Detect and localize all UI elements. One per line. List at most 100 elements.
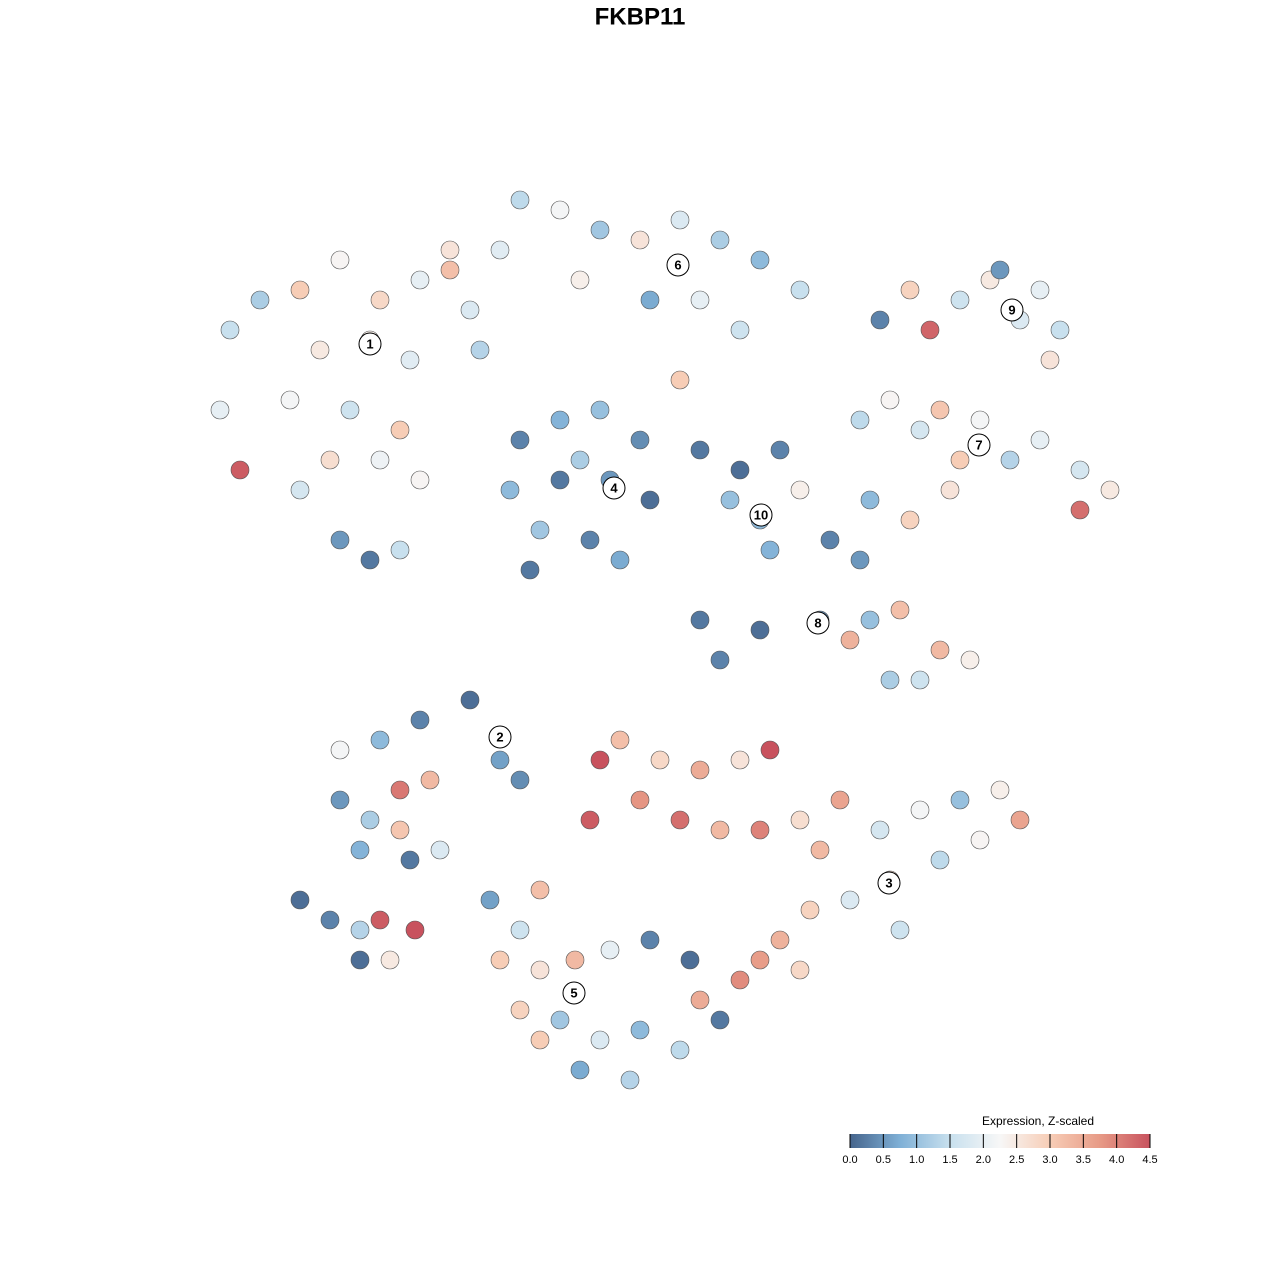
colorbar-tick-label: 2.0 (976, 1154, 991, 1166)
cluster-label-bg (666, 253, 690, 277)
point (960, 650, 980, 670)
point (530, 520, 550, 540)
point (710, 1010, 730, 1030)
point (690, 290, 710, 310)
point (460, 690, 480, 710)
cluster-labels: 1 2 3 4 5 6 7 8 9 10 (358, 253, 1024, 1005)
point (460, 300, 480, 320)
point (730, 750, 750, 770)
colorbar-tick-label: 4.5 (1142, 1154, 1157, 1166)
point (940, 480, 960, 500)
point (870, 820, 890, 840)
point (730, 320, 750, 340)
point (440, 240, 460, 260)
point (590, 1030, 610, 1050)
point (330, 790, 350, 810)
cluster-label: 6 (674, 257, 681, 272)
point (810, 840, 830, 860)
point (710, 650, 730, 670)
colorbar: Expression, Z-scaled 0.0 0.5 1.0 1.5 2.0 2.5 3… (842, 1114, 1157, 1166)
point (650, 750, 670, 770)
point (290, 480, 310, 500)
point (510, 770, 530, 790)
point (1070, 500, 1090, 520)
point (510, 920, 530, 940)
point (570, 450, 590, 470)
point (850, 410, 870, 430)
point (330, 250, 350, 270)
point (570, 270, 590, 290)
colorbar-gradient (850, 1134, 1150, 1148)
point (390, 420, 410, 440)
point (350, 950, 370, 970)
point (490, 240, 510, 260)
point (1040, 350, 1060, 370)
point (340, 400, 360, 420)
point (970, 410, 990, 430)
point (860, 490, 880, 510)
cluster-label: 10 (754, 507, 768, 522)
point (950, 290, 970, 310)
point (670, 370, 690, 390)
point (550, 1010, 570, 1030)
point (880, 390, 900, 410)
cluster-label-bg (806, 611, 830, 635)
point (510, 190, 530, 210)
points (210, 190, 1120, 1090)
cluster-label-bg (562, 981, 586, 1005)
point (550, 410, 570, 430)
point (670, 1040, 690, 1060)
point (220, 320, 240, 340)
colorbar-tick-label: 1.0 (909, 1154, 924, 1166)
point (640, 930, 660, 950)
point (430, 840, 450, 860)
point (1010, 810, 1030, 830)
point (600, 940, 620, 960)
point (880, 670, 900, 690)
point (610, 730, 630, 750)
point (510, 430, 530, 450)
point (380, 950, 400, 970)
point (530, 880, 550, 900)
point (1070, 460, 1090, 480)
point (1030, 280, 1050, 300)
point (950, 450, 970, 470)
point (230, 460, 250, 480)
point (730, 970, 750, 990)
colorbar-tick-label: 3.5 (1076, 1154, 1091, 1166)
cluster-label-bg (602, 476, 626, 500)
point (840, 630, 860, 650)
chart-title: FKBP11 (595, 3, 686, 30)
point (840, 890, 860, 910)
point (630, 790, 650, 810)
point (760, 540, 780, 560)
point (490, 950, 510, 970)
point (410, 470, 430, 490)
point (870, 310, 890, 330)
point (990, 780, 1010, 800)
point (770, 440, 790, 460)
point (790, 960, 810, 980)
point (590, 400, 610, 420)
point (800, 900, 820, 920)
point (930, 640, 950, 660)
colorbar-tick-label: 0.5 (876, 1154, 891, 1166)
point (405, 920, 425, 940)
cluster-label: 3 (885, 875, 892, 890)
point (670, 810, 690, 830)
point (890, 920, 910, 940)
point (480, 890, 500, 910)
point (410, 710, 430, 730)
point (890, 600, 910, 620)
point (1100, 480, 1120, 500)
point (370, 910, 390, 930)
point (790, 480, 810, 500)
point (900, 280, 920, 300)
cluster-label: 9 (1008, 302, 1015, 317)
point (370, 450, 390, 470)
point (920, 320, 940, 340)
point (210, 400, 230, 420)
point (420, 770, 440, 790)
cluster-label-bg (488, 725, 512, 749)
point (690, 990, 710, 1010)
